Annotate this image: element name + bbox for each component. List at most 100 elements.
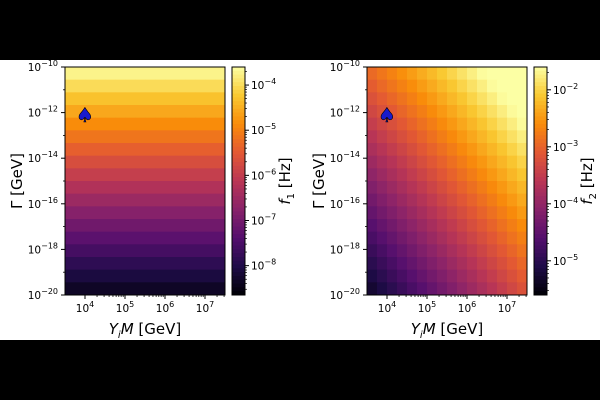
colorbar-segment: [534, 116, 547, 121]
heatmap-cell: [175, 168, 186, 182]
heatmap-cell: [65, 117, 76, 131]
heatmap-cell: [215, 269, 226, 283]
heatmap-cell: [517, 79, 528, 93]
heatmap-cell: [125, 193, 136, 207]
heatmap-cell: [497, 244, 508, 258]
heatmap-cell: [407, 206, 418, 220]
x-axis-label: YiM [GeV]: [411, 320, 484, 340]
heatmap-cell: [467, 79, 478, 93]
heatmap-cell: [215, 130, 226, 144]
heatmap-cell: [115, 231, 126, 245]
figure: 104 105 106 107 10−10 10−12 10−14 10−16 10−18 10−…: [0, 60, 600, 340]
heatmap-cell: [205, 143, 216, 157]
heatmap-cell: [155, 181, 166, 195]
heatmap-cell: [417, 206, 428, 220]
heatmap-cell: [467, 219, 478, 233]
heatmap-cell: [417, 257, 428, 271]
heatmap-cell: [105, 231, 116, 245]
heatmap-cell: [105, 117, 116, 131]
colorbar-segment: [534, 196, 547, 201]
heatmap-cell: [65, 67, 76, 81]
colorbar-frame: [533, 66, 548, 296]
colorbar-segment: [232, 143, 245, 148]
colorbar-label: f1 [Hz]: [276, 157, 297, 204]
heatmap-cell: [195, 105, 206, 119]
heatmap-cell: [175, 282, 186, 296]
y-axis-label: Γ [GeV]: [310, 153, 328, 209]
heatmap-cell: [487, 219, 498, 233]
heatmap-cell: [467, 269, 478, 283]
heatmap-cell: [447, 143, 458, 157]
y-tick-label: 10−10: [28, 60, 58, 74]
colorbar-segment: [232, 200, 245, 205]
heatmap-cell: [195, 193, 206, 207]
heatmap-cell: [467, 105, 478, 119]
heatmap-cell: [447, 193, 458, 207]
heatmap-cell: [175, 92, 186, 106]
heatmap-cell: [367, 193, 378, 207]
heatmap-cell: [407, 117, 418, 131]
heatmap-cell: [487, 105, 498, 119]
heatmap-cell: [65, 269, 76, 283]
y-tick-label: 10−12: [330, 105, 360, 120]
colorbar-segment: [534, 181, 547, 186]
heatmap-cell: [95, 269, 106, 283]
heatmap-cell: [185, 105, 196, 119]
heatmap-cell: [387, 257, 398, 271]
heatmap-cell: [155, 92, 166, 106]
colorbar-segment: [232, 165, 245, 171]
heatmap-cell: [215, 155, 226, 169]
heatmap-cell: [125, 92, 136, 106]
heatmap-cell: [125, 143, 136, 157]
heatmap-cell: [135, 282, 146, 296]
heatmap-cell: [125, 206, 136, 220]
heatmap-cell: [195, 257, 206, 271]
colorbar-segment: [232, 162, 245, 167]
heatmap-cell: [165, 168, 176, 182]
colorbar-segment: [534, 207, 547, 212]
heatmap-cell: [407, 105, 418, 119]
heatmap-cell: [457, 206, 468, 220]
heatmap-cell: [215, 143, 226, 157]
heatmap-cell: [457, 181, 468, 195]
heatmap-cell: [195, 143, 206, 157]
heatmap-cell: [497, 181, 508, 195]
spade-marker: ♠: [378, 103, 396, 127]
heatmap-cell: [437, 143, 448, 157]
heatmap-cell: [517, 282, 528, 296]
heatmap-cell: [65, 155, 76, 169]
heatmap-cell: [205, 219, 216, 233]
colorbar-segment: [534, 188, 547, 193]
heatmap-cell: [185, 92, 196, 106]
colorbar-segment: [232, 105, 245, 110]
heatmap-cell: [497, 67, 508, 81]
heatmap-cell: [65, 193, 76, 207]
heatmap-cell: [175, 269, 186, 283]
heatmap-cell: [175, 244, 186, 258]
heatmap-cell: [417, 155, 428, 169]
heatmap-cell: [487, 282, 498, 296]
colorbar-segment: [232, 203, 245, 209]
heatmap-cell: [367, 168, 378, 182]
y-tick-label: 10−16: [330, 196, 360, 211]
heatmap-cell: [115, 282, 126, 296]
heatmap-cell: [85, 79, 96, 93]
heatmap-cell: [75, 79, 86, 93]
heatmap-cell: [497, 206, 508, 220]
heatmap-cell: [185, 282, 196, 296]
heatmap-cell: [195, 282, 206, 296]
colorbar-segment: [232, 230, 245, 235]
heatmap-cell: [477, 206, 488, 220]
colorbar-segment: [534, 124, 547, 129]
heatmap-cell: [517, 130, 528, 144]
heatmap-cell: [185, 269, 196, 283]
heatmap-cell: [65, 92, 76, 106]
colorbar-segment: [534, 162, 547, 167]
y-tick-label: 10−16: [28, 196, 58, 211]
heatmap-cell: [185, 244, 196, 258]
heatmap-cell: [397, 193, 408, 207]
colorbar-segment: [534, 89, 547, 95]
colorbar-segment: [534, 203, 547, 209]
colorbar-segment: [232, 150, 245, 155]
heatmap-cell: [75, 193, 86, 207]
